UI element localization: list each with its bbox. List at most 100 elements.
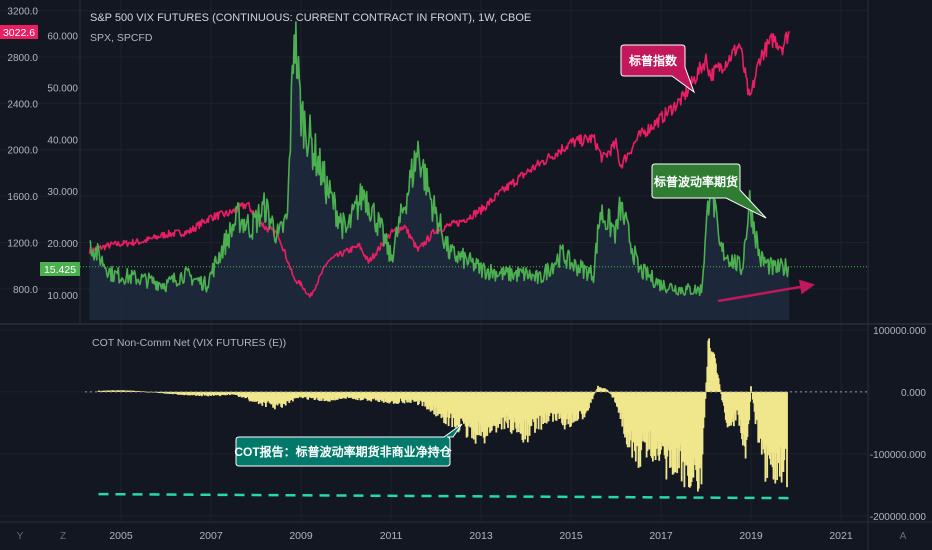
cot-bar [162, 391, 165, 393]
spx-line[interactable] [88, 30, 790, 298]
cot-bar [608, 391, 611, 393]
bottom-right-letter-a[interactable]: A [900, 531, 907, 542]
cot-bar [527, 391, 530, 425]
cot-bar [599, 387, 602, 392]
cot-tick-label: -200000.000 [870, 512, 927, 523]
cot-bar [280, 391, 283, 407]
cot-bar [607, 390, 609, 392]
cot-bar [577, 391, 580, 420]
vix-line[interactable] [89, 21, 790, 297]
cot-bar [550, 391, 553, 413]
vix-area [89, 21, 790, 321]
cot-bar [671, 391, 674, 475]
spx-tick-label: 800.0 [13, 285, 38, 296]
cot-bar [135, 390, 138, 392]
vix-series[interactable] [89, 21, 790, 297]
time-tick-label: 2015 [559, 530, 583, 542]
cot-bar [761, 391, 764, 441]
cot-bar [428, 391, 431, 407]
cot-bar [640, 391, 643, 451]
chart-title[interactable]: S&P 500 VIX FUTURES (CONTINUOUS: CURRENT… [90, 12, 531, 24]
cot-bar [752, 391, 755, 404]
cot-bar [487, 391, 490, 428]
cot-bar [148, 391, 151, 393]
callout-vix-text: 标普波动率期货 [653, 174, 738, 189]
cot-bar [238, 391, 241, 397]
cot-bar [734, 391, 737, 421]
lower-pane-title[interactable]: COT Non-Comm Net (VIX FUTURES (E)) [92, 337, 286, 349]
spx-axis-ticks: 3200.0 2800.0 2400.0 2000.0 1600.0 1200.0 800.… [7, 7, 38, 296]
cot-bar [593, 391, 596, 394]
cot-tick-label: -100000.000 [870, 450, 927, 461]
cot-bar [284, 391, 287, 406]
cot-bar [302, 391, 305, 398]
cot-bar [572, 391, 575, 423]
cot-bar [653, 391, 656, 457]
cot-bar [370, 391, 373, 402]
cot-bar [496, 391, 499, 426]
cot-bar [725, 391, 728, 423]
bottom-left-letter-z[interactable]: Z [60, 531, 66, 542]
cot-bar [289, 391, 292, 401]
cot-bar [595, 390, 598, 392]
cot-bar [770, 391, 773, 453]
cot-bar [750, 386, 752, 392]
cot-bar [460, 391, 463, 419]
cot-bar [563, 391, 566, 430]
cot-bar [410, 391, 413, 400]
cot-bar [500, 391, 503, 430]
cot-bar [469, 391, 472, 428]
vix-tick-label: 10.000 [47, 291, 78, 302]
time-tick-label: 2005 [109, 530, 133, 542]
cot-bar [482, 391, 485, 438]
cot-bar [383, 391, 386, 399]
cot-bar [298, 391, 301, 397]
callout-spx-text: 标普指数 [628, 53, 678, 68]
cot-bar [234, 391, 237, 395]
cot-bar [704, 391, 707, 399]
cot-bar [153, 391, 156, 393]
cot-bar [604, 388, 607, 392]
cot-bar [211, 391, 214, 395]
cot-bar-series[interactable] [97, 338, 788, 492]
spx-series[interactable] [88, 30, 790, 298]
cot-dashed-support-line[interactable] [98, 492, 792, 500]
cot-bar [719, 389, 722, 392]
cot-bar [307, 391, 310, 400]
cot-bar [718, 384, 721, 392]
cot-bar [694, 391, 697, 465]
cot-bar [766, 391, 769, 478]
overlay-symbol-label[interactable]: SPX, SPCFD [90, 32, 153, 44]
cot-bar [784, 391, 787, 449]
cot-bar [591, 391, 594, 400]
cot-bar [352, 391, 355, 400]
cot-bar [338, 391, 341, 399]
bottom-left-letter-y[interactable]: Y [17, 531, 24, 542]
cot-bar [424, 391, 427, 407]
cot-bar [419, 391, 422, 401]
cot-bar [649, 391, 652, 431]
cot-bar [662, 391, 665, 447]
spx-tick-label: 2800.0 [7, 53, 38, 64]
cot-bar [184, 391, 187, 395]
cot-bar [749, 391, 751, 402]
cot-bar [446, 391, 449, 411]
spx-tick-label: 2400.0 [7, 99, 38, 110]
cot-bar [252, 391, 255, 400]
cot-bar [559, 391, 562, 414]
cot-bar [545, 391, 548, 424]
vix-tick-label: 60.000 [47, 32, 78, 43]
cot-bar [166, 391, 169, 394]
cot-bar [257, 391, 260, 405]
spx-tick-label: 1200.0 [7, 239, 38, 250]
cot-bar [229, 391, 232, 394]
cot-bar [225, 391, 228, 395]
time-tick-label: 2007 [199, 530, 223, 542]
cot-bar [622, 391, 625, 419]
cot-bar [626, 391, 629, 448]
cot-bar [491, 391, 494, 427]
cot-bar [473, 391, 476, 433]
cot-bar [631, 391, 634, 458]
cot-bar [293, 391, 296, 399]
